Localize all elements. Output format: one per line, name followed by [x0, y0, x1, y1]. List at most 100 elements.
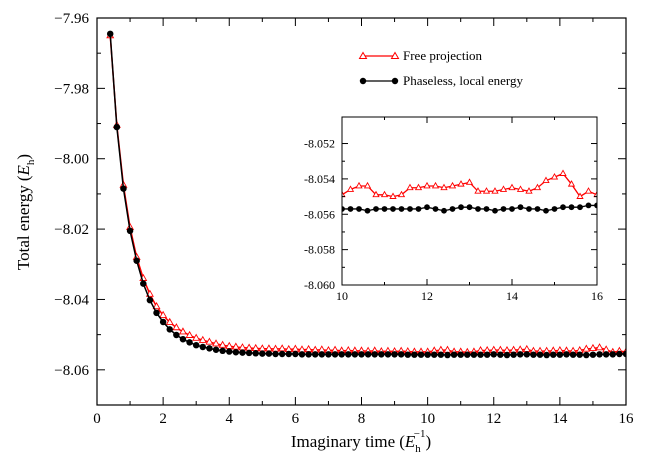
inset-point-free-projection [491, 187, 499, 194]
inset-point-phaseless-local-energy [390, 206, 396, 212]
legend-entry-phaseless: Phaseless, local energy [359, 73, 523, 88]
inset-point-phaseless-local-energy [560, 204, 566, 211]
main-point-phaseless-local-energy [245, 349, 253, 357]
main-point-phaseless-local-energy [345, 351, 352, 358]
legend-label-phaseless: Phaseless, local energy [403, 73, 523, 88]
main-point-phaseless-local-energy [232, 348, 240, 356]
inset-y-tick-label: -8.058 [304, 243, 335, 257]
inset-point-phaseless-local-energy [398, 206, 405, 212]
main-point-free-projection [152, 301, 161, 310]
x-axis-unit-e: E [404, 432, 416, 451]
inset-point-free-projection [414, 183, 423, 191]
inset-x-tick-label: 14 [506, 289, 518, 303]
inset-point-phaseless-local-energy [492, 207, 498, 214]
main-point-phaseless-local-energy [391, 351, 398, 358]
inset-point-phaseless-local-energy [551, 206, 558, 212]
inset-point-free-projection [346, 185, 355, 192]
inset-point-free-projection [508, 183, 516, 191]
main-point-phaseless-local-energy [510, 351, 517, 358]
main-series-layer [106, 30, 626, 359]
main-point-phaseless-local-energy [239, 349, 246, 356]
inset-background [342, 117, 597, 285]
inset-point-free-projection [363, 181, 372, 189]
main-point-phaseless-local-energy [265, 350, 273, 357]
x-axis-label: Imaginary time (Eh −1) [291, 428, 431, 455]
y-axis-label-text: Total energy [14, 185, 33, 270]
inset-point-free-projection [406, 183, 414, 191]
inset-point-free-projection [423, 181, 431, 189]
y-axis-label: Total energy (Eh) [14, 154, 37, 270]
inset-series-layer [342, 169, 597, 214]
inset-point-phaseless-local-energy [568, 204, 575, 211]
main-x-axis: 0 2 4 6 8 10 12 14 16 [93, 18, 634, 427]
main-point-phaseless-local-energy [173, 331, 180, 339]
inset-point-phaseless-local-energy [500, 206, 507, 212]
inset-point-free-projection [474, 187, 482, 194]
inset-point-free-projection [525, 187, 533, 194]
inset-point-free-projection [380, 190, 389, 198]
main-point-phaseless-local-energy [497, 351, 504, 358]
y-axis-unit-close: ) [14, 154, 33, 160]
main-point-free-projection [159, 310, 168, 318]
main-point-phaseless-local-energy [378, 351, 385, 358]
main-point-phaseless-local-energy [583, 351, 590, 359]
main-point-free-projection [172, 323, 181, 331]
main-point-phaseless-local-energy [457, 351, 464, 358]
main-point-phaseless-local-energy [450, 351, 458, 358]
main-point-phaseless-local-energy [364, 351, 372, 358]
main-point-free-projection [291, 344, 300, 352]
inset-plot: 10 12 14 16 -8.060 -8.058 -8.056 -8.054 -8.052 [304, 116, 603, 303]
y-axis-unit-open: ( [14, 175, 33, 181]
main-point-phaseless-local-energy [417, 351, 425, 358]
inset-point-phaseless-local-energy [458, 204, 464, 211]
main-point-free-projection [582, 344, 591, 352]
main-point-phaseless-local-energy [252, 350, 259, 357]
inset-y-tick-label: -8.056 [304, 207, 335, 221]
main-point-phaseless-local-energy [563, 351, 570, 358]
main-point-phaseless-local-energy [516, 351, 524, 358]
main-point-free-projection [205, 337, 214, 345]
main-point-free-projection [165, 317, 174, 325]
inset-point-phaseless-local-energy [441, 207, 447, 214]
y-axis-unit-sub: h [25, 159, 37, 165]
main-point-phaseless-local-energy [602, 351, 610, 358]
main-y-tick-label: −7.98 [54, 81, 89, 97]
inset-point-phaseless-local-energy [342, 206, 345, 212]
x-axis-label-text: Imaginary time [291, 432, 395, 451]
main-point-phaseless-local-energy [536, 351, 544, 358]
main-plot: 0 2 4 6 8 10 12 14 16 −8.06−8.04−8.02−8.00−7.98−… [54, 11, 634, 427]
legend-marker-phaseless-end [391, 77, 399, 85]
main-point-phaseless-local-energy [126, 227, 134, 235]
main-point-phaseless-local-energy [358, 351, 365, 358]
main-point-phaseless-local-energy [569, 351, 577, 358]
main-x-tick-label: 6 [292, 411, 300, 427]
main-point-phaseless-local-energy [133, 257, 140, 264]
main-point-phaseless-local-energy [556, 351, 564, 358]
main-point-free-projection [317, 345, 326, 353]
inset-point-free-projection [550, 173, 559, 180]
main-point-phaseless-local-energy [113, 123, 121, 131]
main-point-phaseless-local-energy [430, 351, 438, 358]
inset-point-phaseless-local-energy [517, 204, 524, 211]
inset-point-phaseless-local-energy [577, 204, 583, 211]
main-point-phaseless-local-energy [318, 351, 326, 358]
main-point-phaseless-local-energy [351, 351, 359, 358]
inset-x-tick-label: 10 [336, 289, 348, 303]
main-point-phaseless-local-energy [212, 346, 220, 354]
main-point-phaseless-local-energy [259, 350, 266, 357]
inset-y-tick-label: -8.052 [304, 137, 335, 151]
inset-point-phaseless-local-energy [449, 206, 456, 212]
legend-marker-phaseless [359, 77, 367, 85]
inset-y-axis: -8.060 -8.058 -8.056 -8.054 -8.052 [304, 137, 597, 292]
x-axis-unit-close: ) [425, 432, 431, 451]
main-point-phaseless-local-energy [404, 351, 412, 358]
main-point-phaseless-local-energy [192, 341, 200, 349]
main-point-phaseless-local-energy [490, 351, 497, 358]
main-point-phaseless-local-energy [444, 351, 451, 359]
main-point-phaseless-local-energy [589, 351, 597, 358]
inset-point-phaseless-local-energy [585, 202, 592, 209]
main-point-phaseless-local-energy [338, 351, 345, 358]
inset-point-free-projection [576, 192, 584, 199]
inset-point-phaseless-local-energy [483, 206, 490, 212]
